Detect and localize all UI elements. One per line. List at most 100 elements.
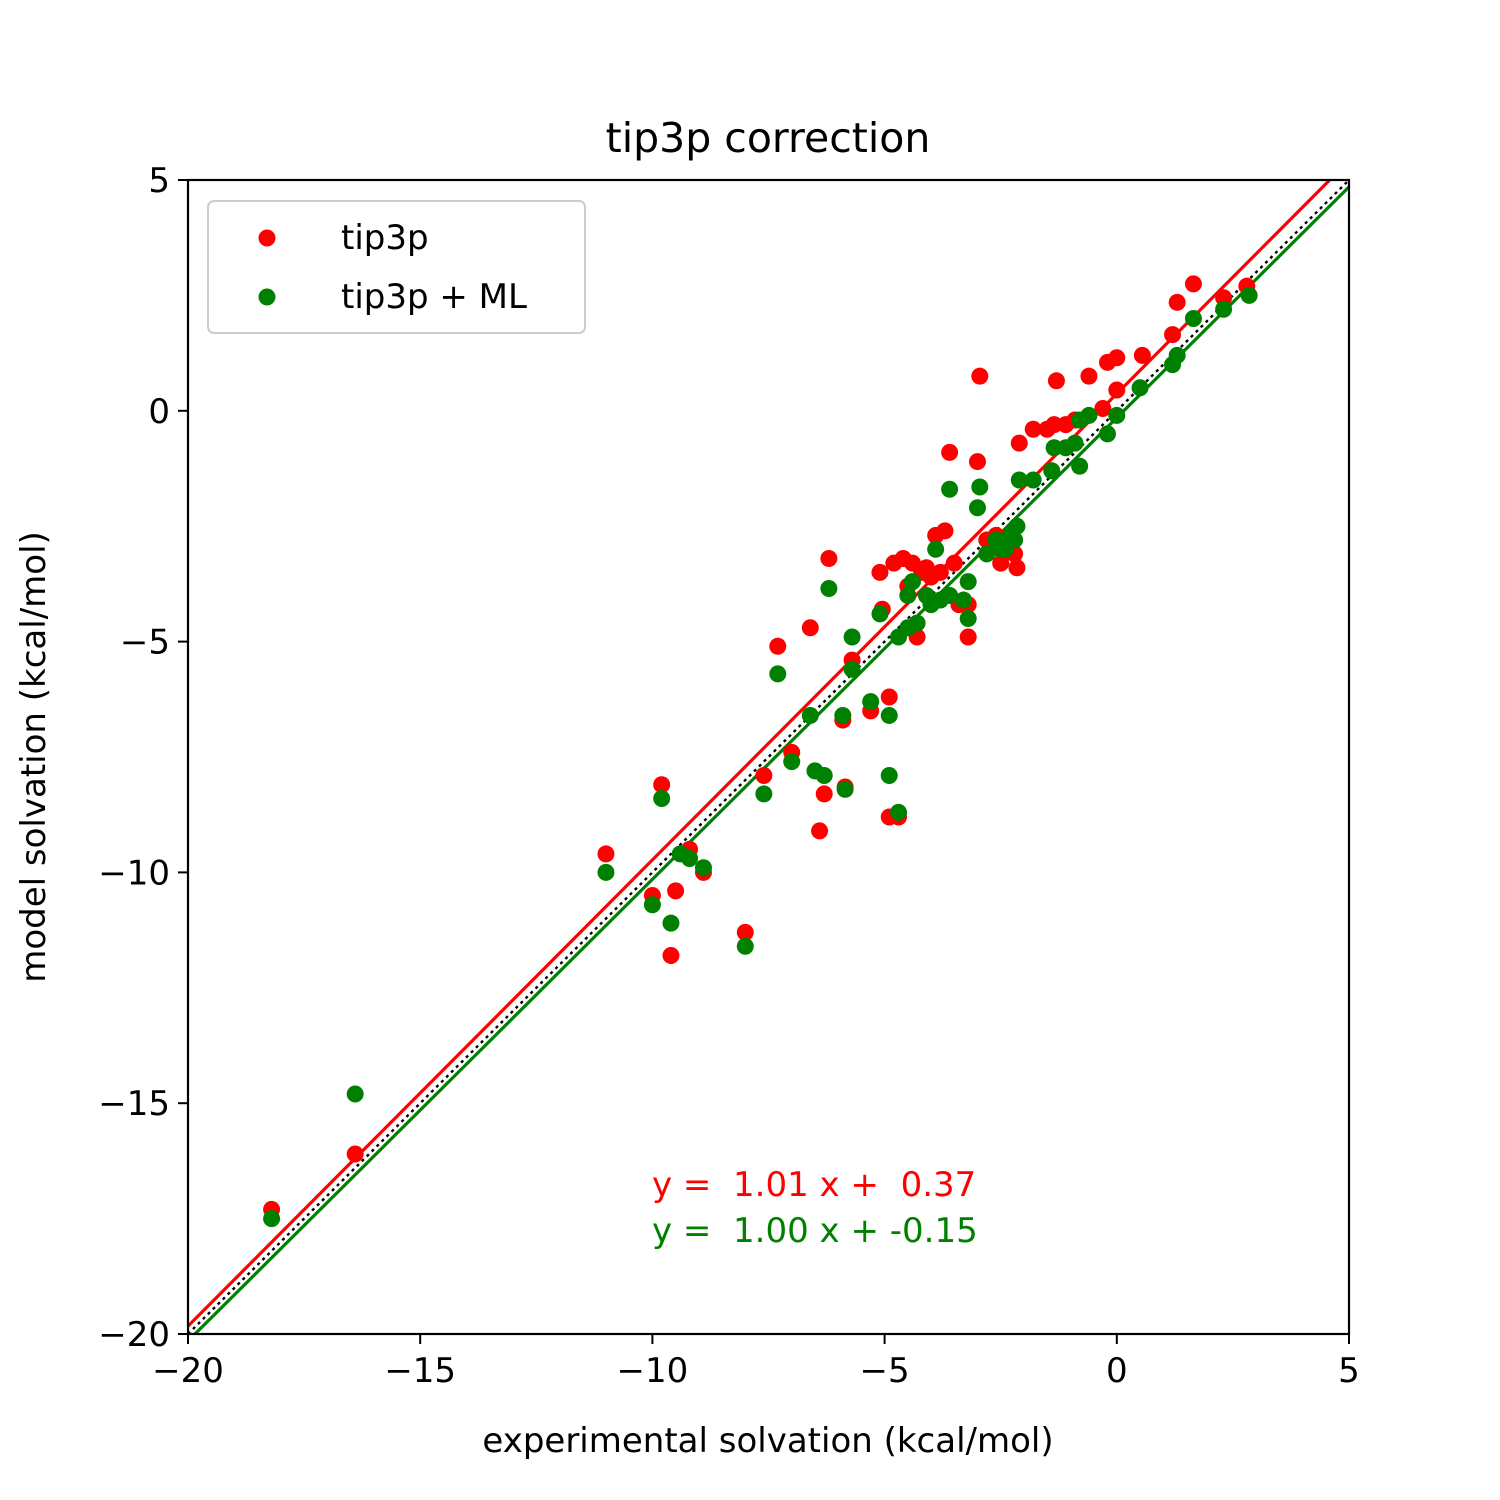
point-tip3p <box>931 563 949 581</box>
x-tick-label: 0 <box>1106 1351 1128 1391</box>
point-tip3p-ml <box>955 591 973 609</box>
point-tip3p-ml <box>890 803 908 821</box>
point-tip3p <box>769 637 787 655</box>
y-tick-label: 0 <box>148 392 170 432</box>
point-tip3p <box>936 522 954 540</box>
x-tick-label: 5 <box>1338 1351 1360 1391</box>
point-tip3p-ml <box>694 859 712 877</box>
fit-equation-tip3p: y = 1.01 x + 0.37 <box>652 1165 976 1205</box>
y-tick-label: −20 <box>98 1315 170 1355</box>
point-tip3p-ml <box>899 586 917 604</box>
point-tip3p <box>1094 399 1112 417</box>
point-tip3p-ml <box>263 1210 281 1228</box>
point-tip3p <box>815 785 833 803</box>
point-tip3p <box>945 554 963 572</box>
point-tip3p-ml <box>1006 531 1024 549</box>
point-tip3p <box>662 946 680 964</box>
point-tip3p <box>1108 381 1126 399</box>
point-tip3p-ml <box>871 605 889 623</box>
point-tip3p <box>653 776 671 794</box>
point-tip3p <box>968 453 986 471</box>
point-tip3p <box>1164 326 1182 344</box>
point-tip3p <box>941 443 959 461</box>
point-tip3p-ml <box>880 706 898 724</box>
point-tip3p-ml <box>1066 434 1084 452</box>
point-tip3p-ml <box>755 785 773 803</box>
point-tip3p-ml <box>346 1085 364 1103</box>
point-tip3p-ml <box>820 580 838 598</box>
plot-frame <box>186 178 1351 1336</box>
point-tip3p-ml <box>843 660 861 678</box>
axis-ticks: −20 −15 −10 −5 0 5 −20 −15 −10 −5 0 5 <box>98 161 1360 1391</box>
point-tip3p-ml <box>941 480 959 498</box>
point-tip3p-ml <box>843 628 861 646</box>
fit-line-tip3p-ml <box>192 185 1349 1334</box>
point-tip3p-ml <box>908 614 926 632</box>
point-tip3p <box>1184 275 1202 293</box>
point-tip3p-ml <box>783 753 801 771</box>
point-tip3p-ml <box>1071 457 1089 475</box>
point-tip3p-ml <box>681 850 699 868</box>
point-tip3p <box>871 563 889 581</box>
point-tip3p-ml <box>1024 471 1042 489</box>
point-tip3p <box>1108 349 1126 367</box>
point-tip3p <box>1008 559 1026 577</box>
point-tip3p-ml <box>968 499 986 517</box>
point-tip3p-ml <box>880 766 898 784</box>
y-axis-label: model solvation (kcal/mol) <box>14 531 54 983</box>
point-tip3p <box>820 550 838 568</box>
legend-marker-tip3p <box>258 229 276 247</box>
point-tip3p <box>992 554 1010 572</box>
point-tip3p-ml <box>903 573 921 591</box>
point-tip3p <box>971 367 989 385</box>
point-tip3p <box>755 766 773 784</box>
fit-line-tip3p <box>188 180 1332 1328</box>
legend-marker-tip3p-ml <box>258 288 276 306</box>
point-tip3p-ml <box>927 540 945 558</box>
y-tick-label: −10 <box>98 853 170 893</box>
point-tip3p-ml <box>1008 517 1026 535</box>
point-tip3p-ml <box>1240 286 1258 304</box>
x-tick-label: −5 <box>860 1351 910 1391</box>
point-tip3p <box>801 619 819 637</box>
point-tip3p-ml <box>643 896 661 914</box>
point-tip3p <box>880 688 898 706</box>
point-tip3p-ml <box>1080 406 1098 424</box>
point-tip3p-ml <box>834 706 852 724</box>
point-tip3p <box>1047 372 1065 390</box>
point-tip3p-ml <box>653 790 671 808</box>
fit-lines <box>188 180 1349 1334</box>
point-tip3p <box>1080 367 1098 385</box>
chart-title: tip3p correction <box>606 114 931 162</box>
point-tip3p-ml <box>836 780 854 798</box>
point-tip3p <box>959 628 977 646</box>
point-tip3p-ml <box>1010 471 1028 489</box>
legend: tip3p tip3p + ML <box>207 200 586 334</box>
point-tip3p-ml <box>736 937 754 955</box>
point-tip3p-ml <box>769 665 787 683</box>
point-tip3p-ml <box>1099 425 1117 443</box>
point-tip3p-ml <box>941 586 959 604</box>
point-tip3p-ml <box>1215 300 1233 318</box>
x-axis-label: experimental solvation (kcal/mol) <box>482 1421 1053 1461</box>
point-tip3p <box>597 845 615 863</box>
point-tip3p-ml <box>971 478 989 496</box>
legend-box <box>207 200 586 334</box>
point-tip3p-ml <box>1108 406 1126 424</box>
point-tip3p-ml <box>1168 346 1186 364</box>
point-tip3p <box>1024 420 1042 438</box>
x-tick-label: −10 <box>617 1351 689 1391</box>
point-tip3p <box>1168 293 1186 311</box>
legend-label-tip3p-ml: tip3p + ML <box>341 277 527 317</box>
point-tip3p-ml <box>1184 309 1202 327</box>
x-tick-label: −15 <box>384 1351 456 1391</box>
fit-equation-tip3p-ml: y = 1.00 x + -0.15 <box>652 1211 978 1251</box>
point-tip3p-ml <box>801 706 819 724</box>
point-tip3p-ml <box>978 545 996 563</box>
point-tip3p <box>346 1145 364 1163</box>
point-tip3p <box>736 923 754 941</box>
data-points <box>263 275 1258 1228</box>
point-tip3p <box>1010 434 1028 452</box>
point-tip3p-ml <box>1131 379 1149 397</box>
